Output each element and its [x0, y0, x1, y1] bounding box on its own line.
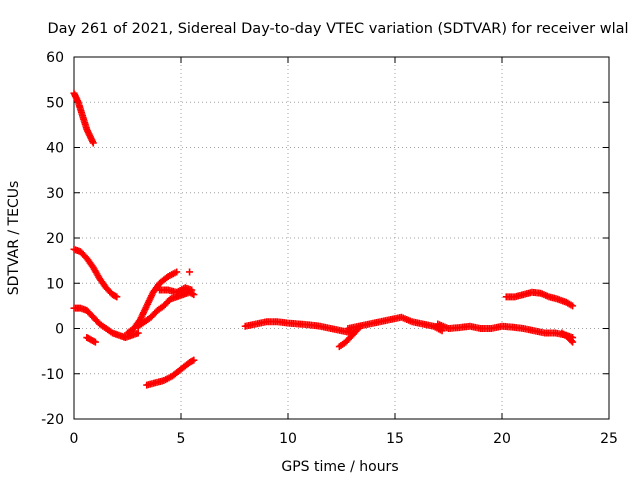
data-point: [113, 293, 121, 301]
y-tick-label: 10: [46, 276, 64, 292]
data-point: [188, 286, 196, 294]
x-tick-label: 5: [177, 431, 186, 447]
data-point: [568, 337, 576, 345]
y-axis-label: SDTVAR / TECUs: [6, 181, 22, 296]
x-tick-label: 20: [493, 431, 511, 447]
data-points: [70, 89, 577, 389]
y-tick-label: -20: [41, 412, 64, 428]
y-tick-label: 30: [46, 186, 64, 202]
x-tick-label: 10: [279, 431, 297, 447]
data-point: [569, 302, 577, 310]
y-tick-label: 0: [55, 322, 64, 338]
data-point: [190, 356, 198, 364]
series-arc-3: [70, 304, 142, 342]
data-point: [89, 139, 97, 147]
data-point: [134, 329, 142, 337]
series-arc-2: [70, 245, 121, 301]
chart-title: Day 261 of 2021, Sidereal Day-to-day VTE…: [47, 21, 628, 37]
series-arc-6: [134, 288, 198, 330]
x-tick-label: 0: [70, 431, 79, 447]
x-axis-label: GPS time / hours: [281, 459, 398, 475]
data-point: [91, 338, 99, 346]
grid: [74, 57, 609, 419]
axes-ticks: 0 5 10 15 20 25 -20 -10 0 10 20 30 40 50 60: [41, 50, 618, 447]
series-arc-10: [241, 318, 356, 337]
y-tick-label: 60: [46, 50, 64, 66]
x-tick-label: 15: [386, 431, 404, 447]
y-tick-label: 50: [46, 95, 64, 111]
data-point: [569, 338, 577, 346]
y-tick-label: 40: [46, 141, 64, 157]
series-arc-8: [186, 268, 194, 276]
series-arc-12: [344, 313, 446, 335]
series-arc-1: [70, 89, 97, 147]
series-arc-9: [143, 356, 198, 389]
series-arc-4: [83, 334, 99, 346]
series-arc-14: [558, 329, 577, 346]
data-point: [186, 268, 194, 276]
x-tick-label: 25: [600, 431, 618, 447]
y-tick-label: -10: [41, 367, 64, 383]
series-arc-7: [156, 284, 196, 296]
series-arc-13: [434, 320, 577, 342]
data-point: [190, 291, 198, 299]
series-arc-15: [502, 288, 577, 310]
data-point: [173, 268, 181, 276]
series-arc-5: [124, 268, 181, 337]
y-tick-label: 20: [46, 231, 64, 247]
